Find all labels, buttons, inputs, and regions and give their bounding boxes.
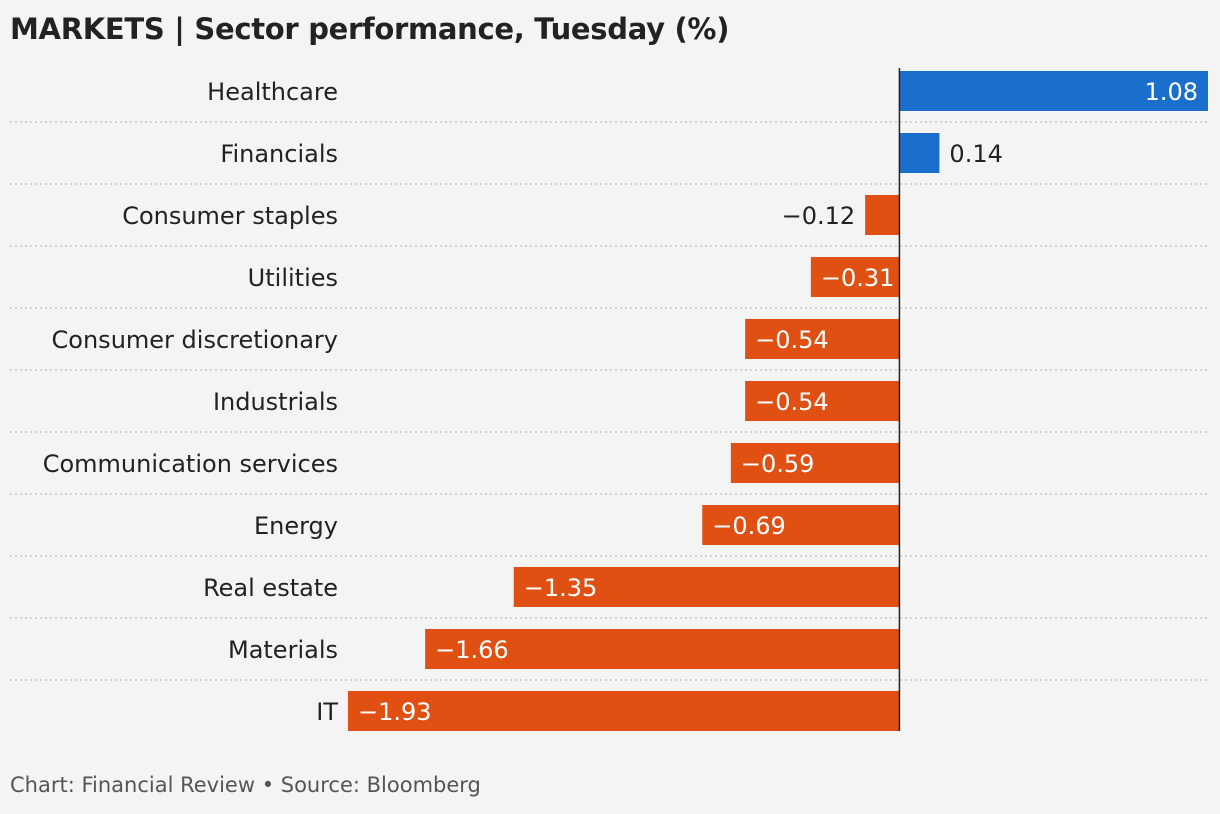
category-label-communication-services: Communication services <box>43 450 338 478</box>
chart-source-credit: Chart: Financial Review • Source: Bloomb… <box>10 773 481 797</box>
category-label-consumer-discretionary: Consumer discretionary <box>52 326 338 354</box>
category-label-industrials: Industrials <box>213 388 338 416</box>
value-label-consumer-staples: −0.12 <box>782 202 856 230</box>
value-label-real-estate: −1.35 <box>524 574 598 602</box>
value-label-consumer-discretionary: −0.54 <box>755 326 829 354</box>
value-label-utilities: −0.31 <box>821 264 895 292</box>
bar-consumer-staples <box>865 195 900 235</box>
bar-it <box>348 691 900 731</box>
value-label-communication-services: −0.59 <box>741 450 815 478</box>
value-label-it: −1.93 <box>358 698 432 726</box>
chart-title: MARKETS | Sector performance, Tuesday (%… <box>10 12 730 46</box>
category-label-energy: Energy <box>254 512 338 540</box>
value-label-energy: −0.69 <box>712 512 786 540</box>
bar-industrials <box>745 381 900 421</box>
value-label-industrials: −0.54 <box>755 388 829 416</box>
bar-materials <box>425 629 900 669</box>
category-label-materials: Materials <box>228 636 338 664</box>
bar-communication-services <box>730 443 900 483</box>
category-label-utilities: Utilities <box>248 264 338 292</box>
category-label-healthcare: Healthcare <box>207 78 338 106</box>
category-label-it: IT <box>316 698 338 726</box>
bar-financials <box>899 133 940 173</box>
value-label-healthcare: 1.08 <box>1145 78 1198 106</box>
bar-real-estate <box>513 567 900 607</box>
category-label-consumer-staples: Consumer staples <box>122 202 338 230</box>
value-label-financials: 0.14 <box>949 140 1002 168</box>
bar-energy <box>702 505 900 545</box>
value-label-materials: −1.66 <box>435 636 509 664</box>
bar-utilities <box>810 257 900 297</box>
category-label-financials: Financials <box>220 140 338 168</box>
category-label-real-estate: Real estate <box>203 574 338 602</box>
bar-consumer-discretionary <box>745 319 900 359</box>
bar-healthcare <box>899 71 1208 111</box>
